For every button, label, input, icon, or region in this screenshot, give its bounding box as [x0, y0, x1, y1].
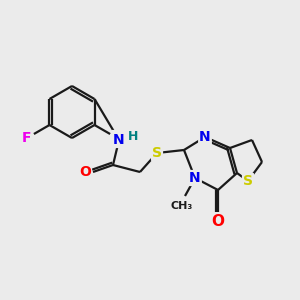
Text: N: N [189, 171, 201, 185]
Text: S: S [243, 174, 253, 188]
Text: CH₃: CH₃ [171, 201, 193, 211]
Text: H: H [128, 130, 138, 142]
Text: F: F [112, 131, 122, 145]
Text: F: F [22, 131, 32, 145]
Text: S: S [152, 146, 162, 160]
Text: O: O [212, 214, 224, 229]
Text: N: N [199, 130, 211, 144]
Text: O: O [79, 165, 91, 179]
Text: N: N [113, 133, 125, 147]
